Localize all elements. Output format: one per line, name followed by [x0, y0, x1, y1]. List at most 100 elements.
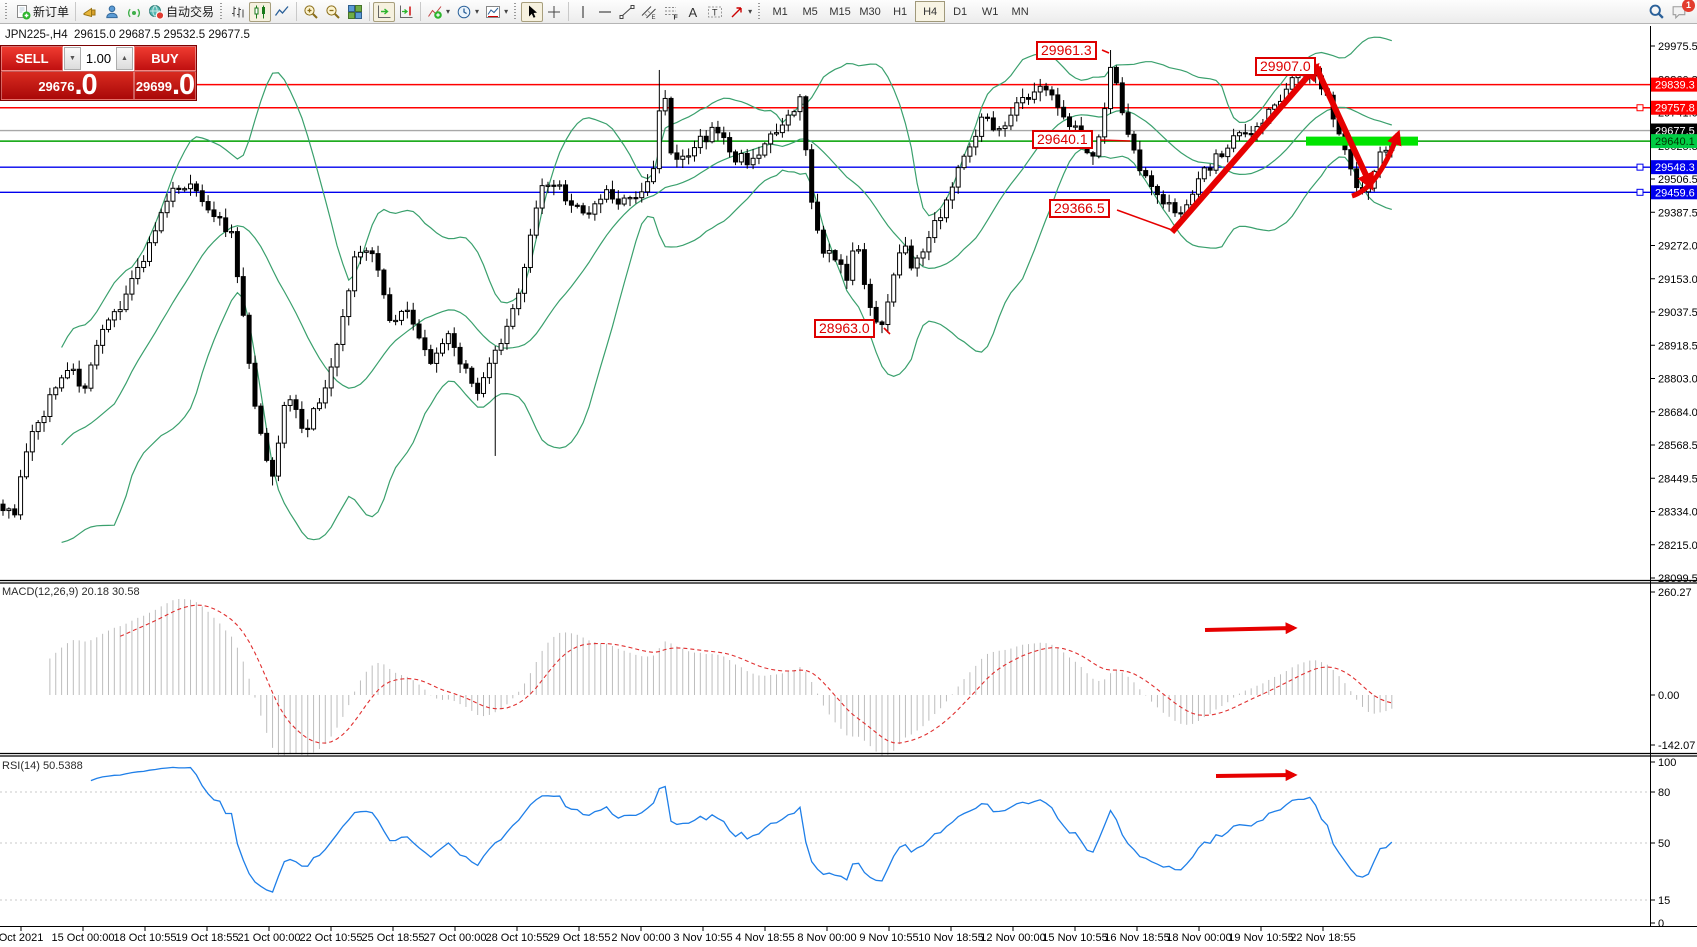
auto-scroll-button[interactable]	[373, 1, 396, 22]
text-label-icon: T	[708, 6, 723, 17]
timeframe-tab-W1[interactable]: W1	[981, 5, 999, 18]
trend-arrow[interactable]	[1204, 622, 1298, 635]
toolbar-separator	[369, 2, 371, 21]
volume-control: ▼ 1.00 ▲	[63, 46, 134, 71]
equidistant-channel-tool[interactable]: E	[638, 2, 660, 22]
svg-text:4 Nov 18:55: 4 Nov 18:55	[735, 932, 794, 944]
timeframe-group: M1 M5 M15 M30 H1 H4 D1 W1 MN	[765, 1, 1035, 22]
trendline-tool[interactable]	[616, 2, 638, 22]
volume-down-button[interactable]: ▼	[64, 47, 81, 70]
crosshair-tool-button[interactable]	[543, 2, 565, 22]
dropdown-caret: ▾	[446, 7, 451, 16]
fibonacci-tool[interactable]: F	[660, 2, 682, 22]
toolbar-grip[interactable]	[5, 2, 9, 21]
text-icon: A	[689, 5, 698, 20]
toolbar-grip[interactable]	[514, 2, 519, 21]
toolbar-separator	[420, 2, 422, 21]
svg-text:28684.0: 28684.0	[1658, 407, 1697, 419]
svg-text:E: E	[652, 15, 656, 20]
auto-scroll-icon	[378, 5, 391, 18]
support-highlight-bar[interactable]	[1306, 136, 1418, 146]
price-annotation-28963.0[interactable]: 28963.0	[814, 319, 875, 338]
price-annotation-29907.0[interactable]: 29907.0	[1255, 57, 1316, 76]
templates-button[interactable]: ▾	[482, 2, 511, 22]
arrows-tool[interactable]: ▾	[726, 2, 755, 22]
rsi-label: RSI(14) 50.5388	[2, 760, 83, 772]
date-axis[interactable]: Oct 2021 15 Oct 00:00 18 Oct 10:55 19 Oct 1…	[0, 926, 1356, 944]
svg-text:25 Oct 18:55: 25 Oct 18:55	[362, 932, 425, 944]
svg-text:28568.5: 28568.5	[1658, 440, 1697, 452]
periods-clock-icon	[457, 5, 471, 18]
notifications-button[interactable]: 1	[1668, 0, 1695, 22]
new-order-icon	[17, 4, 31, 19]
auto-trading-icon	[149, 4, 165, 20]
svg-text:3 Nov 10:55: 3 Nov 10:55	[673, 932, 732, 944]
svg-text:80: 80	[1658, 787, 1670, 799]
signals-button[interactable]	[123, 2, 145, 22]
svg-text:22 Nov 18:55: 22 Nov 18:55	[1290, 932, 1355, 944]
toolbar-grip[interactable]	[758, 2, 763, 21]
timeframe-tab-M30[interactable]: M30	[859, 5, 881, 18]
line-chart-mode-button[interactable]	[271, 2, 293, 22]
market-watch-button[interactable]	[79, 2, 101, 22]
toolbar-separator	[296, 2, 298, 21]
timeframe-tab-M5[interactable]: M5	[802, 5, 818, 18]
symbol-name: JPN225-,H4	[5, 29, 68, 41]
trend-arrow[interactable]	[1169, 62, 1320, 234]
price-axis-ticks[interactable]: 29975.529860.829741.029625.329506.529387…	[1636, 41, 1697, 585]
svg-text:15 Nov 10:55: 15 Nov 10:55	[1042, 932, 1107, 944]
trend-arrow[interactable]	[1215, 769, 1298, 782]
svg-text:29459.6: 29459.6	[1655, 187, 1695, 199]
svg-text:0.00: 0.00	[1658, 690, 1679, 702]
cursor-tool-button[interactable]	[521, 1, 544, 22]
buy-button[interactable]: BUY	[134, 46, 196, 71]
macd-label: MACD(12,26,9) 20.18 30.58	[2, 586, 140, 598]
toolbar-grip[interactable]	[220, 2, 225, 21]
search-button[interactable]	[1645, 2, 1668, 22]
timeframe-tab-M15[interactable]: M15	[829, 5, 851, 18]
sell-price-display[interactable]: 29676.0	[1, 71, 134, 100]
candlestick-mode-button[interactable]	[249, 1, 272, 22]
timeframe-tab-H1[interactable]: H1	[893, 5, 908, 18]
symbol-info-line: JPN225-,H4 29615.0 29687.5 29532.5 29677…	[5, 29, 250, 41]
volume-up-button[interactable]: ▲	[116, 47, 133, 70]
price-annotation-29640.1[interactable]: 29640.1	[1032, 130, 1093, 149]
horizontal-level-lines[interactable]	[0, 83, 1650, 194]
channel-icon: E	[641, 5, 656, 20]
templates-icon	[486, 5, 501, 18]
svg-text:29 Oct 18:55: 29 Oct 18:55	[548, 932, 611, 944]
symbol-ohlc: 29615.0 29687.5 29532.5 29677.5	[74, 29, 250, 41]
vertical-line-icon	[582, 5, 584, 18]
chart-shift-button[interactable]	[395, 2, 417, 22]
trend-arrow[interactable]	[1313, 65, 1374, 191]
volume-value[interactable]: 1.00	[85, 51, 112, 66]
sell-button[interactable]: SELL	[1, 46, 63, 71]
zoom-in-button[interactable]	[300, 2, 322, 22]
trend-arrow[interactable]	[1351, 129, 1402, 199]
svg-text:T: T	[712, 7, 718, 17]
vertical-line-tool[interactable]	[572, 2, 594, 22]
text-label-tool[interactable]: T	[704, 2, 726, 22]
periods-button[interactable]: ▾	[453, 2, 482, 22]
tile-windows-button[interactable]	[344, 2, 366, 22]
dropdown-caret: ▾	[748, 7, 753, 16]
price-annotation-29366.5[interactable]: 29366.5	[1049, 199, 1110, 218]
svg-text:19 Nov 10:55: 19 Nov 10:55	[1228, 932, 1293, 944]
horizontal-line-tool[interactable]	[594, 2, 616, 22]
auto-trading-button[interactable]: 自动交易	[145, 2, 217, 22]
macd-pane: 260.27 0.00 -142.07	[49, 587, 1695, 756]
timeframe-tab-MN[interactable]: MN	[1011, 5, 1029, 18]
zoom-out-button[interactable]	[322, 2, 344, 22]
text-tool[interactable]: A	[682, 2, 704, 22]
new-order-button[interactable]: 新订单	[12, 2, 72, 22]
navigator-button[interactable]	[101, 2, 123, 22]
timeframe-tab-D1[interactable]: D1	[953, 5, 968, 18]
svg-text:8 Nov 00:00: 8 Nov 00:00	[797, 932, 856, 944]
indicators-button[interactable]: ▾	[424, 2, 453, 22]
price-annotation-29961.3[interactable]: 29961.3	[1036, 41, 1097, 60]
buy-price-display[interactable]: 29699.0	[134, 71, 196, 100]
timeframe-tab-H4[interactable]: H4	[915, 1, 946, 22]
bar-chart-mode-button[interactable]	[227, 2, 249, 22]
timeframe-tab-M1[interactable]: M1	[772, 5, 788, 18]
